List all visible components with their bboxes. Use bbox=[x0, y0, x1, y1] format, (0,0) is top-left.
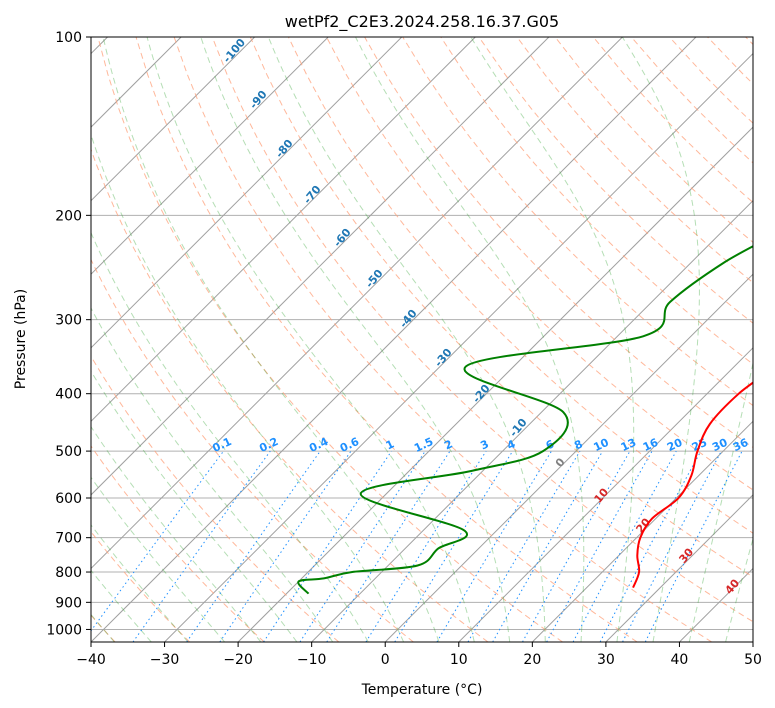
mixing-ratio-8 bbox=[467, 450, 581, 642]
mixing-ratio-lines bbox=[91, 450, 743, 642]
isotherm-20 bbox=[531, 420, 753, 642]
y-tick-label: 800 bbox=[55, 565, 82, 581]
y-tick-label: 100 bbox=[55, 30, 82, 46]
isotherm--100 bbox=[91, 37, 256, 202]
mixing-ratio-20 bbox=[572, 450, 677, 642]
moist-adiabat--25 bbox=[91, 476, 226, 642]
mixing-ratio-label: 36 bbox=[731, 436, 751, 454]
dry-adiabat-50 bbox=[211, 37, 753, 623]
x-tick-label: 30 bbox=[597, 652, 615, 668]
moist-adiabat-15 bbox=[200, 37, 511, 642]
dry-adiabat-0 bbox=[91, 258, 414, 642]
moist-adiabats bbox=[91, 37, 753, 642]
isotherm-10 bbox=[458, 347, 753, 642]
y-tick-label: 500 bbox=[55, 444, 82, 460]
y-tick-label: 1000 bbox=[46, 622, 82, 638]
moist-adiabat-0 bbox=[91, 133, 405, 642]
plot-area bbox=[91, 37, 753, 642]
chart-title: wetPf2_C2E3.2024.258.16.37.G05 bbox=[285, 12, 559, 32]
x-tick-label: −40 bbox=[76, 652, 106, 668]
isotherm--40 bbox=[91, 37, 697, 642]
x-tick-label: 0 bbox=[381, 652, 390, 668]
mixing-ratio-1 bbox=[263, 450, 392, 642]
mixing-ratio-3 bbox=[365, 450, 487, 642]
x-axis-ticks: −40 −30 −20 −10 0 10 20 30 40 50 bbox=[76, 642, 762, 668]
moist-adiabat-45 bbox=[725, 537, 753, 642]
x-tick-label: 20 bbox=[523, 652, 541, 668]
mixing-ratio-25 bbox=[599, 450, 702, 642]
isotherm--70 bbox=[91, 37, 476, 423]
y-axis-label: Pressure (hPa) bbox=[13, 289, 29, 389]
x-tick-label: 10 bbox=[450, 652, 468, 668]
moist-adiabat--10 bbox=[91, 307, 334, 642]
temperature-profile-line bbox=[632, 381, 753, 589]
moist-adiabat--20 bbox=[91, 425, 262, 642]
isotherm--80 bbox=[91, 37, 403, 349]
mixing-ratio-4 bbox=[394, 450, 514, 642]
x-tick-label: −10 bbox=[297, 652, 327, 668]
y-tick-label: 700 bbox=[55, 531, 82, 547]
x-tick-label: 50 bbox=[744, 652, 762, 668]
y-tick-label: 200 bbox=[55, 208, 82, 224]
dry-adiabat--20 bbox=[91, 445, 265, 642]
mixing-ratio-label: 13 bbox=[619, 436, 638, 454]
moist-adiabat--30 bbox=[91, 524, 189, 642]
isotherm--20 bbox=[237, 126, 753, 642]
isotherm--50 bbox=[91, 37, 623, 570]
moist-adiabat-40 bbox=[688, 360, 753, 642]
mixing-ratio-0.4 bbox=[186, 450, 321, 642]
moist-adiabat-25 bbox=[355, 37, 585, 642]
y-axis-ticks: 100 200 300 400 500 600 700 800 900 1000 bbox=[46, 30, 91, 638]
y-tick-label: 300 bbox=[55, 313, 82, 329]
dry-adiabat-40 bbox=[173, 37, 713, 642]
dry-adiabat-60 bbox=[249, 37, 753, 578]
isotherm-30 bbox=[605, 494, 753, 642]
moist-adiabat--5 bbox=[91, 231, 369, 642]
mixing-ratio-6 bbox=[436, 450, 552, 642]
mixing-ratio-label: 20 bbox=[665, 436, 685, 454]
mixing-ratio-label: 10 bbox=[592, 436, 612, 454]
x-axis-label: Temperature (°C) bbox=[361, 682, 483, 698]
moist-adiabat--35 bbox=[91, 569, 152, 642]
isotherm-0 bbox=[384, 273, 753, 642]
isotherm--30 bbox=[164, 52, 753, 642]
mixing-ratio-0.6 bbox=[219, 450, 352, 642]
y-tick-label: 400 bbox=[55, 387, 82, 403]
dry-adiabat-80 bbox=[326, 37, 753, 491]
plot-frame bbox=[90, 36, 754, 643]
x-tick-label: −30 bbox=[150, 652, 180, 668]
isotherm--60 bbox=[91, 37, 550, 496]
x-tick-label: −20 bbox=[223, 652, 253, 668]
dewpoint-profile-line bbox=[297, 245, 753, 595]
isotherm--90 bbox=[91, 37, 329, 275]
mixing-ratio-1.5 bbox=[299, 450, 426, 642]
mixing-ratio-label: 30 bbox=[710, 436, 730, 454]
y-tick-label: 600 bbox=[55, 491, 82, 507]
moist-adiabat-20 bbox=[267, 37, 546, 642]
skewed-isotherms bbox=[91, 37, 753, 642]
mixing-ratio-label: 16 bbox=[641, 436, 661, 454]
isobar-gridlines bbox=[91, 37, 753, 630]
moist-adiabat-10 bbox=[146, 37, 475, 642]
moist-adiabat--15 bbox=[91, 370, 298, 642]
mixing-ratio-2 bbox=[326, 450, 451, 642]
moist-adiabat-35 bbox=[621, 37, 700, 642]
x-tick-label: 40 bbox=[671, 652, 689, 668]
moist-adiabat-5 bbox=[102, 37, 440, 642]
profile-series bbox=[297, 245, 753, 595]
dry-adiabat-30 bbox=[135, 37, 638, 642]
y-tick-label: 900 bbox=[55, 595, 82, 611]
mixing-ratio-0.2 bbox=[132, 450, 271, 642]
